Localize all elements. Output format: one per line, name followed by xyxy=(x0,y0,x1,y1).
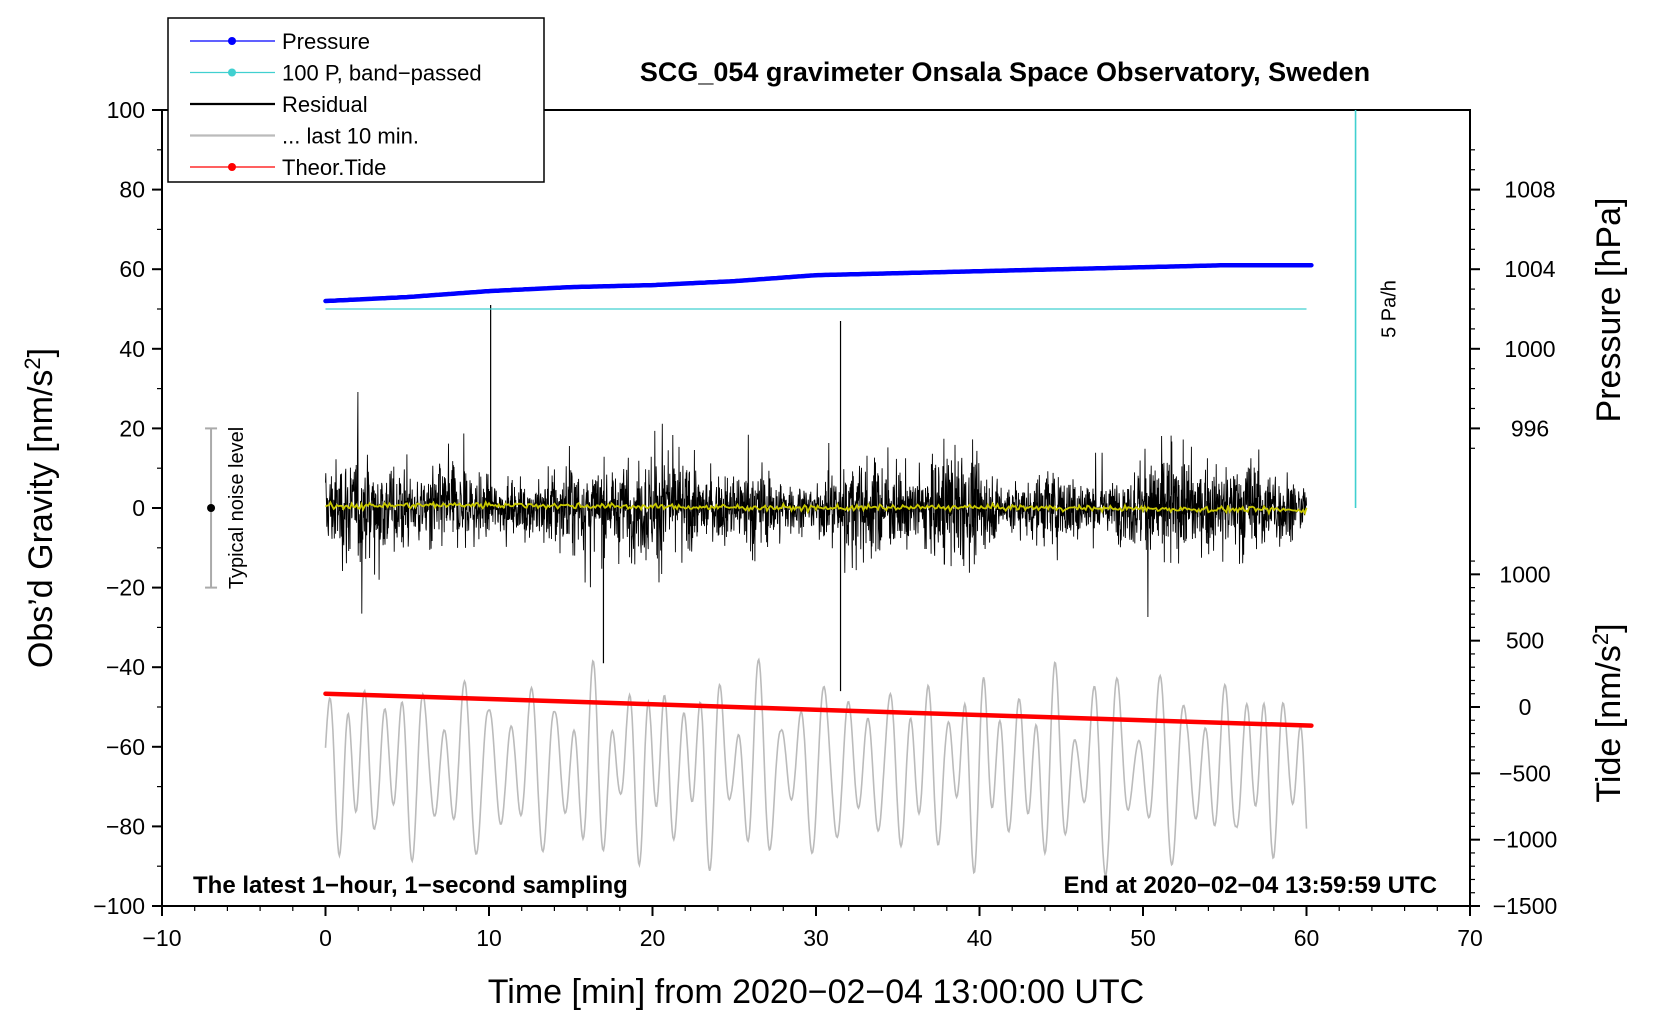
x-tick-label: 50 xyxy=(1130,925,1156,951)
y-tick-label: 20 xyxy=(119,415,145,441)
y-tick-label: −80 xyxy=(106,813,145,839)
pressure-rate-bar: 5 Pa/h xyxy=(1354,110,1401,508)
legend-label: ... last 10 min. xyxy=(282,124,419,149)
tide-tick-label: −1500 xyxy=(1493,893,1558,919)
pressure-tick-label: 996 xyxy=(1511,415,1549,441)
x-tick-label: 10 xyxy=(476,925,502,951)
legend-box xyxy=(167,17,545,183)
y-tick-label: 60 xyxy=(119,256,145,282)
rate-bar-label: 5 Pa/h xyxy=(1379,280,1401,338)
legend-label: Pressure xyxy=(282,29,370,54)
pressure-line xyxy=(323,262,1314,304)
legend-marker xyxy=(228,163,236,171)
legend-marker xyxy=(228,68,236,77)
noise-bar-dot xyxy=(207,504,216,512)
legend-label: Theor.Tide xyxy=(282,155,386,180)
tide-tick-label: −1000 xyxy=(1493,827,1558,853)
pressure-axis-label: Pressure [hPa] xyxy=(1590,198,1628,423)
y-axis-label-left: Obs’d Gravity [nm/s2] xyxy=(20,348,60,668)
y-tick-label: 40 xyxy=(119,336,145,362)
chart-title: SCG_054 gravimeter Onsala Space Observat… xyxy=(640,57,1370,87)
legend-label: Residual xyxy=(282,92,368,117)
y-tick-label: −40 xyxy=(106,654,145,680)
x-tick-label: 40 xyxy=(967,925,993,951)
noise-level-bar: Typical noise level xyxy=(205,427,248,589)
residual-mean-line xyxy=(324,499,1308,516)
last-10-min-line xyxy=(324,657,1308,879)
x-tick-label: 20 xyxy=(640,925,666,951)
pressure-tick-label: 1004 xyxy=(1504,256,1555,282)
x-tick-label: 70 xyxy=(1457,925,1483,951)
legend: Pressure 100 P, band−passed Residual ... la… xyxy=(167,17,545,183)
y-tick-label: −100 xyxy=(93,893,145,919)
x-axis-label: Time [min] from 2020−02−04 13:00:00 UTC xyxy=(488,973,1144,1011)
x-tick-label: 0 xyxy=(319,925,332,951)
sampling-note: The latest 1−hour, 1−second sampling xyxy=(193,872,628,899)
legend-marker xyxy=(228,37,236,45)
x-tick-label: −10 xyxy=(142,925,181,951)
pressure-tick-label: 1008 xyxy=(1504,177,1555,203)
tide-tick-label: 0 xyxy=(1519,694,1532,720)
y-tick-label: −60 xyxy=(106,734,145,760)
y-tick-label: 80 xyxy=(119,177,145,203)
tide-tick-label: −500 xyxy=(1499,760,1551,786)
tide-line xyxy=(323,691,1314,728)
tide-tick-label: 500 xyxy=(1506,628,1544,654)
end-time-note: End at 2020−02−04 13:59:59 UTC xyxy=(1063,872,1437,899)
tide-tick-label: 1000 xyxy=(1499,561,1550,587)
y-tick-label: 100 xyxy=(107,97,145,123)
y-tick-label: 0 xyxy=(132,495,145,521)
y-tick-label: −20 xyxy=(106,575,145,601)
tide-axis-label: Tide [nm/s2] xyxy=(1588,623,1628,802)
legend-label: 100 P, band−passed xyxy=(282,61,482,86)
x-tick-label: 30 xyxy=(803,925,829,951)
noise-bar-label: Typical noise level xyxy=(226,427,248,589)
pressure-tick-label: 1000 xyxy=(1504,336,1555,362)
residual-line xyxy=(325,391,1307,618)
x-tick-label: 60 xyxy=(1294,925,1320,951)
